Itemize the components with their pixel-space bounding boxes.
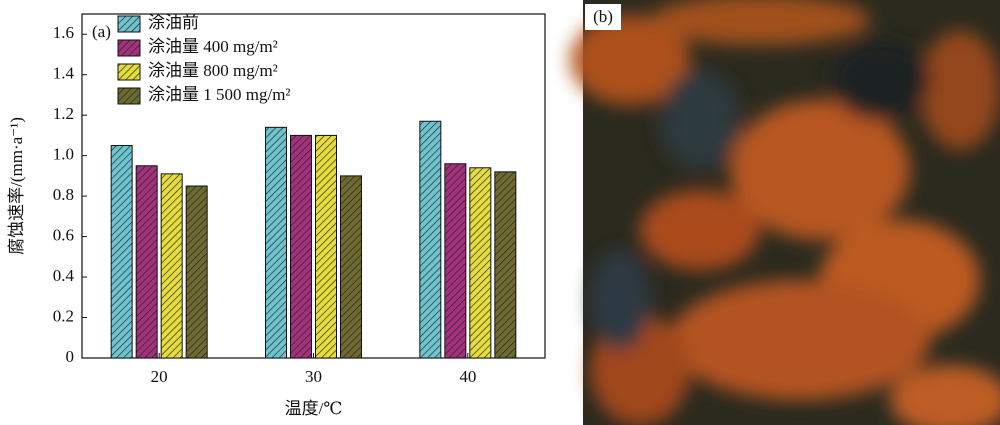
bar — [290, 134, 312, 359]
legend-label: 涂油量 800 mg/m² — [148, 61, 278, 80]
panel-label: (a) — [92, 22, 111, 41]
x-tick-label: 40 — [459, 367, 476, 386]
legend-swatch — [117, 87, 141, 105]
bar — [135, 165, 158, 359]
legend-label: 涂油前 — [148, 13, 199, 32]
y-tick-label: 1.2 — [53, 104, 74, 123]
legend-swatch — [117, 15, 141, 33]
legend-label: 涂油量 400 mg/m² — [148, 37, 278, 56]
bar — [469, 167, 492, 359]
bar — [444, 163, 467, 359]
y-axis-label: 腐蚀速率/(mm·a⁻¹) — [7, 117, 26, 255]
y-tick-label: 0.8 — [53, 185, 74, 204]
y-tick-label: 0.6 — [53, 225, 74, 244]
bar — [419, 120, 442, 359]
y-tick-label: 0.2 — [53, 306, 74, 325]
photo: (b) — [570, 0, 1000, 425]
legend-label: 涂油量 1 500 mg/m² — [148, 85, 291, 104]
bar — [160, 173, 183, 359]
bar — [265, 126, 287, 359]
y-tick-label: 0.4 — [53, 266, 75, 285]
y-tick-label: 1.0 — [53, 145, 74, 164]
x-tick-label: 30 — [305, 367, 322, 386]
x-tick-label: 20 — [151, 367, 168, 386]
bar — [110, 145, 133, 359]
bar — [340, 175, 362, 359]
y-tick-label: 1.4 — [53, 64, 75, 83]
y-tick-label: 1.6 — [53, 23, 74, 42]
legend-swatch — [117, 39, 141, 57]
panel-label: (b) — [593, 7, 613, 26]
bar — [494, 171, 517, 359]
y-tick-label: 0 — [66, 347, 75, 366]
legend-swatch — [117, 63, 141, 81]
bar — [315, 134, 337, 359]
x-axis-label: 温度/℃ — [285, 399, 343, 418]
bar — [185, 185, 208, 359]
